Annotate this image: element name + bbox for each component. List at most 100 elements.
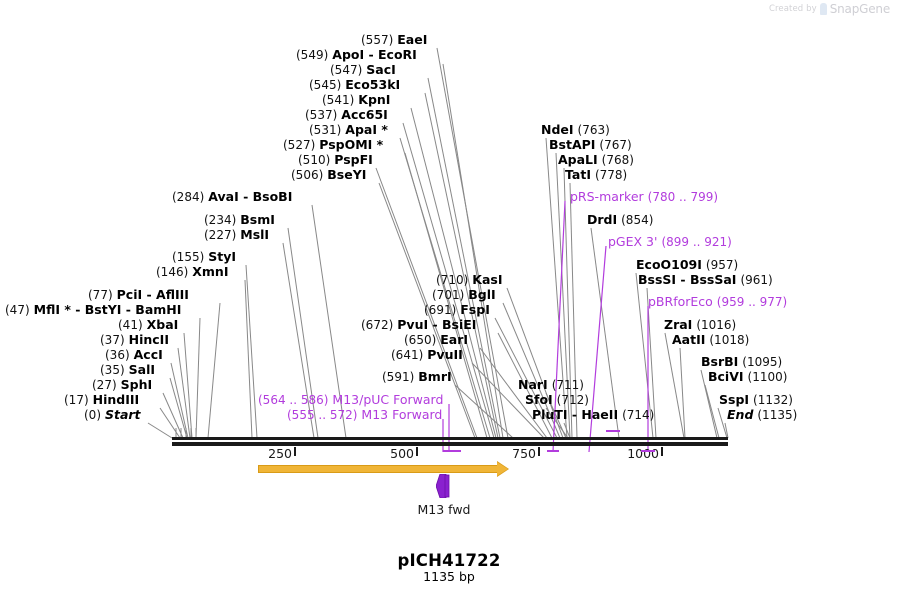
site-position: (549) (296, 48, 329, 62)
site-label-xbai[interactable]: (41) XbaI (118, 318, 178, 331)
site-name: AccI (133, 347, 163, 362)
site-position: (763) (577, 123, 610, 137)
site-label-sphi[interactable]: (27) SphI (92, 377, 153, 392)
site-position: (506) (291, 168, 324, 182)
site-position: (234) (204, 213, 237, 227)
site-label-sfoi[interactable]: SfoI (712) (525, 392, 589, 407)
site-label-pluti-haeii[interactable]: PluTI - HaeII (714) (532, 407, 655, 422)
site-label-zrai[interactable]: ZraI (1016) (664, 317, 737, 332)
site-label-kpni[interactable]: (541) KpnI (322, 93, 390, 106)
primer-name: pBRforEco (648, 294, 713, 309)
site-name: BsmI (240, 212, 275, 227)
site-label-pspfi[interactable]: (510) PspFI (298, 153, 373, 166)
site-label-aatii[interactable]: AatII (1018) (672, 333, 749, 346)
site-label-start[interactable]: (0) Start (84, 408, 141, 422)
site-label-styi[interactable]: (155) StyI (172, 250, 236, 264)
site-label-apai[interactable]: (531) ApaI * (309, 122, 388, 137)
site-name: ApoI - EcoRI (332, 47, 417, 62)
site-name: BseYI (327, 167, 367, 182)
site-position: (547) (330, 63, 363, 77)
primer-label-m13-forward[interactable]: (555 .. 572) M13 Forward (287, 408, 442, 421)
site-label-apoi-ecori[interactable]: (549) ApoI - EcoRI (296, 47, 417, 62)
site-label-acc65i[interactable]: (537) Acc65I (305, 108, 388, 121)
site-label-acci[interactable]: (36) AccI (105, 347, 163, 362)
site-label-pcii-afliii[interactable]: (77) PciI - AflIII (88, 288, 189, 301)
site-label-ndei[interactable]: NdeI (763) (541, 123, 610, 137)
site-name: ZraI (664, 317, 693, 332)
site-name: MflI * - BstYI - BamHI (33, 302, 182, 317)
site-position: (1016) (696, 318, 737, 332)
site-label-eari[interactable]: (650) EarI (404, 333, 468, 346)
site-label-eaei[interactable]: (557) EaeI (361, 33, 427, 46)
site-position: (37) (100, 333, 125, 347)
site-label-sspi[interactable]: SspI (1132) (719, 393, 793, 406)
site-name: HindIII (92, 392, 140, 407)
site-position: (284) (172, 190, 205, 204)
site-label-bstapi[interactable]: BstAPI (767) (549, 137, 632, 152)
site-label-apali[interactable]: ApaLI (768) (558, 152, 634, 167)
watermark-brand-label: SnapGene (829, 2, 890, 16)
axis-tick-label-250: 250 (268, 446, 292, 461)
orf-feature-bar[interactable] (258, 465, 498, 473)
primer-label-pbrforeco[interactable]: pBRforEco (959 .. 977) (648, 294, 787, 309)
site-label-drdi[interactable]: DrdI (854) (587, 212, 653, 227)
site-label-hindiii[interactable]: (17) HindIII (64, 392, 140, 407)
primer-range: (780 .. 799) (647, 190, 719, 204)
site-name: EcoO109I (636, 257, 702, 272)
site-label-xmni[interactable]: (146) XmnI (156, 265, 228, 278)
site-name: SphI (120, 377, 153, 392)
axis-tick-label-500: 500 (390, 446, 414, 461)
site-name: BstAPI (549, 137, 596, 152)
primer-bracket-prs-marker[interactable] (606, 430, 620, 436)
site-label-hincii[interactable]: (37) HincII (100, 333, 169, 347)
site-label-sali[interactable]: (35) SalI (100, 362, 155, 377)
site-label-pvuii[interactable]: (641) PvuII (391, 347, 463, 362)
site-label-fspi[interactable]: (691) FspI (424, 303, 490, 316)
primer-bracket-pgex-3prime[interactable] (641, 450, 655, 456)
site-name: DrdI (587, 212, 618, 227)
axis-tick-label-1000: 1000 (627, 446, 659, 461)
site-label-eco53ki[interactable]: (545) Eco53kI (309, 78, 400, 91)
site-name: ApaLI (558, 152, 598, 167)
site-name: AvaI - BsoBI (208, 189, 293, 204)
primer-range: (899 .. 921) (661, 235, 732, 249)
site-label-saci[interactable]: (547) SacI (330, 63, 396, 77)
site-label-bgli[interactable]: (701) BglI (432, 288, 496, 301)
site-label-avai-bsobi[interactable]: (284) AvaI - BsoBI (172, 189, 293, 204)
primer-label-prs-marker[interactable]: pRS-marker (780 .. 799) (570, 189, 719, 204)
plasmid-backbone-bottom-line (172, 442, 728, 446)
site-label-pvui-bsiei[interactable]: (672) PvuI - BsiEI (361, 318, 476, 331)
site-name: ApaI * (345, 122, 388, 137)
site-label-bsssi-bsssai[interactable]: BssSI - BssSaI (961) (638, 273, 773, 286)
axis-tick-label-750: 750 (512, 446, 536, 461)
site-label-bsmi[interactable]: (234) BsmI (204, 212, 275, 227)
m13-fwd-feature-arrow[interactable] (436, 474, 454, 498)
site-label-bseyi[interactable]: (506) BseYI (291, 167, 367, 182)
site-name: PvuII (427, 347, 463, 362)
site-name: PluTI - HaeII (532, 407, 619, 422)
site-label-ecoo109i[interactable]: EcoO109I (957) (636, 257, 738, 272)
plasmid-length-label: 1135 bp (423, 569, 475, 584)
axis-tick-750 (538, 447, 540, 456)
primer-name: pRS-marker (570, 189, 644, 204)
site-label-msli[interactable]: (227) MslI (204, 228, 269, 241)
site-label-mfli-bstyi-bamhi[interactable]: (47) MflI * - BstYI - BamHI (5, 302, 182, 317)
primer-bracket-m13-forward[interactable] (443, 450, 461, 456)
site-label-bmri[interactable]: (591) BmrI (382, 370, 452, 383)
site-label-nari[interactable]: NarI (711) (518, 378, 584, 391)
site-position: (0) (84, 408, 101, 422)
site-name: SfoI (525, 392, 553, 407)
site-label-bcivi[interactable]: BciVI (1100) (708, 370, 787, 383)
site-label-pspomi[interactable]: (527) PspOMI * (283, 138, 383, 151)
primer-bracket-m13-puc-forward[interactable] (547, 450, 559, 456)
site-position: (714) (622, 408, 655, 422)
primer-label-pgex-3prime[interactable]: pGEX 3' (899 .. 921) (608, 235, 732, 249)
site-label-kasi[interactable]: (710) KasI (436, 273, 502, 286)
site-label-end[interactable]: End (1135) (727, 408, 797, 421)
site-label-tati[interactable]: TatI (778) (565, 168, 627, 181)
site-position: (35) (100, 363, 125, 377)
primer-label-m13-puc-forward[interactable]: (564 .. 586) M13/pUC Forward (258, 393, 443, 406)
site-name: SalI (128, 362, 155, 377)
site-position: (155) (172, 250, 205, 264)
site-label-bsrbi[interactable]: BsrBI (1095) (701, 355, 782, 368)
